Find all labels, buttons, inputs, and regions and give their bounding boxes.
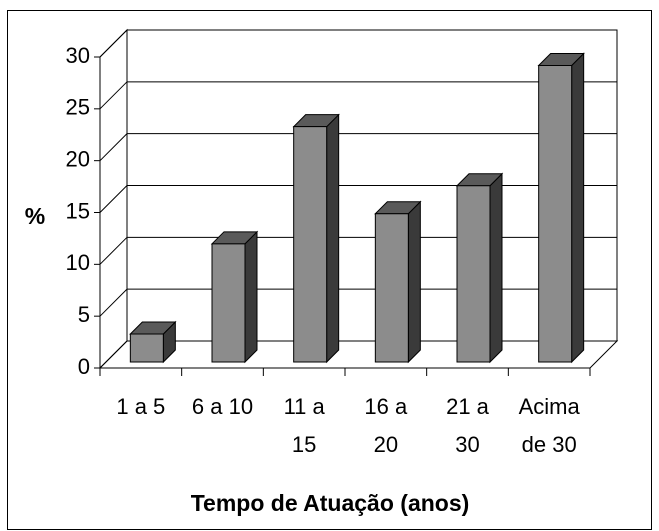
x-tick-label: 11 a 15 [284,394,326,457]
bar-side [244,230,258,364]
bar [129,320,177,364]
grid-line [99,185,617,213]
y-axis-title: % [25,203,45,229]
bar-side [489,172,503,364]
bar-side [407,200,421,364]
y-tick-label: 5 [78,302,90,327]
bar [374,200,422,364]
bar-front [129,333,164,363]
x-axis-title: Tempo de Atuação (anos) [191,490,470,516]
bar-front [538,65,573,363]
y-tick-label: 25 [66,95,90,120]
grid-line [99,340,617,369]
bar [292,113,340,364]
bar-front [374,213,409,363]
bar [455,172,504,364]
x-tick-label: 21 a 30 [446,394,490,457]
bar [210,230,259,364]
bar-front [456,185,491,363]
grid-line [99,81,617,110]
grid-line [99,133,617,162]
grid-line [99,29,617,58]
grid-line [99,288,617,317]
y-tick-label: 10 [66,250,90,275]
grid-line [99,236,617,265]
x-tick-label: Acima de 30 [519,394,581,457]
y-tick-label: 20 [66,146,90,171]
x-tick-label: 16 a 20 [364,394,408,457]
bar-side [326,113,340,364]
bar [537,52,585,364]
bar-front [293,126,328,363]
x-tick-label: 1 a 5 [116,394,165,419]
y-tick-label: 15 [66,198,90,223]
x-tick-label: 6 a 10 [192,394,253,419]
bar-side [571,52,585,364]
bar-front [211,243,246,363]
y-tick-label: 0 [78,354,90,379]
y-tick-label: 30 [66,43,90,68]
